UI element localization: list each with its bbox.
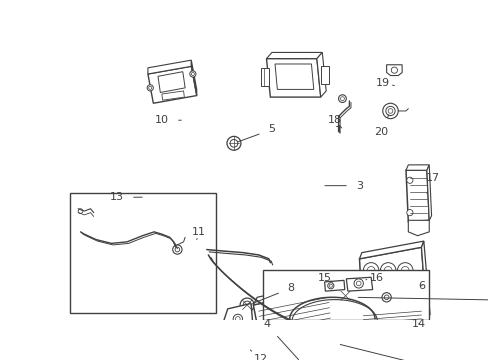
Circle shape [366, 291, 374, 299]
Bar [70, 193, 216, 313]
Circle shape [387, 109, 392, 113]
Polygon shape [346, 277, 372, 291]
Circle shape [328, 284, 332, 287]
Text: 17: 17 [425, 173, 439, 193]
Circle shape [384, 291, 391, 299]
Text: 6: 6 [417, 281, 424, 291]
Circle shape [172, 245, 182, 254]
Circle shape [147, 85, 153, 91]
Text: 2: 2 [358, 296, 488, 306]
Text: 15: 15 [317, 273, 332, 283]
Text: 18: 18 [327, 115, 341, 128]
Circle shape [189, 71, 196, 77]
Circle shape [194, 230, 199, 234]
Polygon shape [328, 280, 343, 343]
Circle shape [380, 263, 395, 278]
Circle shape [397, 263, 412, 278]
Polygon shape [181, 216, 212, 278]
Polygon shape [253, 288, 340, 360]
Text: 10: 10 [155, 115, 181, 125]
Bar [262, 270, 428, 320]
Circle shape [385, 106, 394, 116]
Circle shape [233, 314, 242, 324]
Text: 8: 8 [252, 283, 294, 303]
Circle shape [189, 263, 196, 270]
Polygon shape [148, 60, 191, 74]
Circle shape [239, 343, 244, 347]
Circle shape [327, 283, 333, 289]
Polygon shape [421, 241, 429, 320]
Circle shape [406, 177, 412, 183]
Circle shape [380, 287, 395, 303]
Circle shape [175, 247, 179, 252]
Circle shape [356, 281, 360, 286]
Circle shape [401, 291, 408, 299]
Circle shape [230, 139, 237, 147]
Text: 20: 20 [373, 115, 388, 137]
Circle shape [338, 95, 346, 103]
Text: 14: 14 [411, 319, 426, 329]
Circle shape [338, 289, 352, 303]
Polygon shape [359, 247, 426, 332]
Circle shape [363, 263, 378, 278]
Polygon shape [324, 280, 344, 291]
Polygon shape [359, 241, 423, 259]
Circle shape [78, 209, 82, 213]
Polygon shape [407, 220, 428, 236]
Circle shape [240, 298, 254, 312]
Polygon shape [405, 170, 428, 222]
Polygon shape [261, 68, 268, 86]
Circle shape [384, 295, 388, 300]
Circle shape [191, 72, 194, 76]
Circle shape [406, 210, 412, 216]
Polygon shape [148, 66, 196, 103]
Text: 13: 13 [110, 192, 142, 202]
Text: 5: 5 [237, 125, 275, 142]
Circle shape [237, 341, 246, 350]
Circle shape [226, 136, 241, 150]
Circle shape [341, 292, 349, 300]
Text: 19: 19 [375, 78, 393, 88]
Polygon shape [253, 280, 332, 305]
Circle shape [353, 279, 363, 288]
Polygon shape [274, 64, 313, 89]
Text: 4: 4 [263, 319, 298, 360]
Circle shape [382, 103, 397, 119]
Circle shape [148, 86, 151, 89]
Text: 16: 16 [365, 273, 383, 283]
Polygon shape [158, 72, 185, 93]
Polygon shape [266, 53, 322, 59]
Polygon shape [266, 59, 320, 97]
Circle shape [192, 227, 201, 237]
Circle shape [243, 301, 250, 309]
Polygon shape [426, 165, 431, 220]
Polygon shape [405, 165, 428, 170]
Text: 11: 11 [192, 227, 205, 239]
Polygon shape [162, 91, 184, 100]
Circle shape [340, 97, 344, 100]
Text: 12: 12 [250, 350, 267, 360]
Circle shape [390, 67, 397, 73]
Circle shape [384, 266, 391, 274]
Circle shape [190, 265, 194, 269]
Polygon shape [191, 60, 196, 95]
Circle shape [381, 293, 390, 302]
Polygon shape [316, 53, 325, 97]
Polygon shape [320, 66, 328, 84]
Polygon shape [386, 65, 401, 76]
Circle shape [397, 287, 412, 303]
Text: 1: 1 [340, 345, 432, 360]
Circle shape [235, 316, 240, 321]
Circle shape [363, 287, 378, 303]
Circle shape [287, 358, 302, 360]
Circle shape [366, 266, 374, 274]
Polygon shape [224, 303, 254, 351]
Text: 3: 3 [324, 181, 362, 191]
Circle shape [401, 266, 408, 274]
